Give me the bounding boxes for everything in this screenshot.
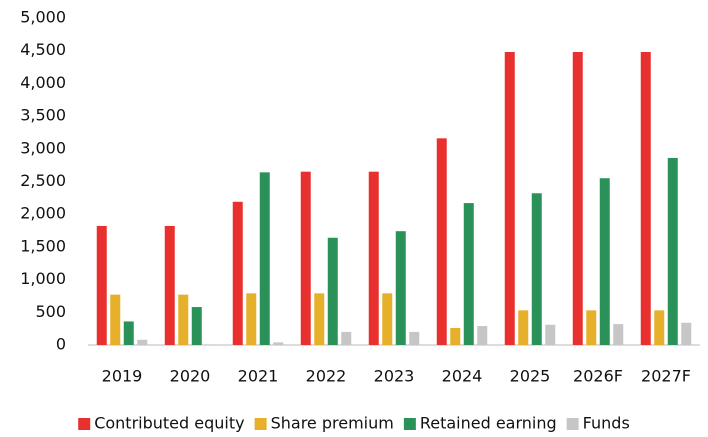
bar <box>327 237 338 345</box>
bar <box>205 344 216 345</box>
legend-item: Contributed equity <box>78 414 245 433</box>
bar <box>504 52 515 346</box>
x-tick-label: 2024 <box>442 367 483 386</box>
legend-swatch <box>78 418 91 430</box>
y-tick-label: 1,000 <box>20 269 66 288</box>
x-tick-label: 2023 <box>374 367 415 386</box>
legend-label: Retained earning <box>420 414 557 433</box>
bar <box>96 225 107 345</box>
bar <box>123 321 134 345</box>
x-tick-label: 2026F <box>573 367 623 386</box>
bar <box>137 339 148 345</box>
bar <box>572 52 583 346</box>
x-tick-label: 2025 <box>510 367 551 386</box>
bar <box>450 327 461 345</box>
bar <box>545 324 556 345</box>
legend-item: Share premium <box>254 414 394 433</box>
x-tick-label: 2027F <box>641 367 691 386</box>
bar <box>681 322 692 345</box>
bar <box>667 157 678 345</box>
bar <box>191 307 202 345</box>
bar <box>586 310 597 345</box>
x-tick-label: 2019 <box>102 367 143 386</box>
bar <box>436 138 447 345</box>
bar <box>654 310 665 345</box>
y-tick-label: 3,500 <box>20 106 66 125</box>
bar <box>409 331 420 345</box>
bar <box>164 225 175 345</box>
bar <box>110 294 121 345</box>
x-tick-label: 2020 <box>170 367 211 386</box>
y-tick-label: 2,500 <box>20 171 66 190</box>
y-tick-label: 4,500 <box>20 40 66 59</box>
legend-label: Share premium <box>271 414 394 433</box>
legend-label: Contributed equity <box>94 414 244 433</box>
y-tick-label: 4,000 <box>20 73 66 92</box>
legend-item: Retained earning <box>403 414 557 433</box>
legend-label: Funds <box>583 414 630 433</box>
bar <box>518 310 529 345</box>
legend-swatch <box>254 418 267 430</box>
bar <box>273 342 284 345</box>
y-tick-label: 500 <box>35 302 66 321</box>
bar <box>259 172 270 345</box>
y-tick-label: 1,500 <box>20 236 66 255</box>
legend-swatch <box>566 418 579 430</box>
bar <box>382 293 393 345</box>
x-tick-label: 2021 <box>238 367 279 386</box>
bar <box>368 171 379 345</box>
bar <box>531 193 542 345</box>
bar <box>640 52 651 346</box>
y-tick-label: 2,000 <box>20 204 66 223</box>
legend-swatch <box>403 418 416 430</box>
bar <box>232 201 243 345</box>
bar <box>599 178 610 345</box>
bar <box>341 331 352 345</box>
x-tick-label: 2022 <box>306 367 347 386</box>
bar <box>314 293 325 345</box>
bar <box>613 324 624 345</box>
legend-item: Funds <box>566 414 630 433</box>
y-tick-label: 0 <box>56 335 66 354</box>
y-tick-label: 3,000 <box>20 138 66 157</box>
bar <box>477 326 488 345</box>
y-tick-label: 5,000 <box>20 8 66 27</box>
bar <box>463 203 474 345</box>
bar <box>246 293 257 345</box>
bar <box>300 171 311 345</box>
bar <box>178 294 189 345</box>
bar <box>395 231 406 345</box>
